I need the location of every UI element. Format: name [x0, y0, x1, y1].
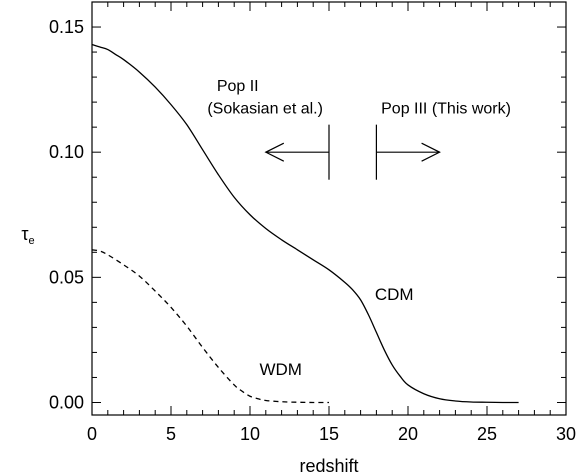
- x-tick-label: 5: [166, 424, 176, 444]
- series-line-wdm: [91, 249, 330, 404]
- series-line-cdm: [91, 43, 519, 404]
- x-axis-ticks: 0 5 10 15 20 25 30: [87, 2, 576, 444]
- y-axis-ticks: 0.00 0.05 0.10 0.15: [49, 17, 566, 412]
- arrow-layer: [264, 124, 441, 180]
- y-axis-title: τe: [21, 224, 34, 247]
- x-tick-label: 25: [477, 424, 497, 444]
- y-axis-title-main: τ: [21, 224, 28, 244]
- annotation-label: (Sokasian et al.): [207, 100, 323, 117]
- arrow-head-pop2: [264, 142, 285, 162]
- y-tick-label: 0.05: [49, 267, 84, 287]
- plot-frame: [91, 1, 567, 416]
- series-layer: [91, 43, 519, 404]
- x-tick-label: 10: [240, 424, 260, 444]
- x-tick-label: 15: [319, 424, 339, 444]
- series-label-cdm: CDM: [375, 285, 414, 304]
- series-label-wdm: WDM: [259, 360, 301, 379]
- y-tick-label: 0.00: [49, 392, 84, 412]
- y-axis-title-subscript: e: [29, 235, 35, 247]
- x-axis-title: redshift: [299, 456, 358, 476]
- x-tick-label: 30: [556, 424, 576, 444]
- y-tick-label: 0.15: [49, 17, 84, 37]
- x-tick-label: 0: [87, 424, 97, 444]
- annotation-label: Pop II: [217, 78, 259, 95]
- label-layer: Pop II (Sokasian et al.) Pop III (This wor…: [207, 78, 511, 379]
- y-tick-label: 0.10: [49, 142, 84, 162]
- annotation-label: Pop III (This work): [381, 100, 511, 117]
- x-tick-label: 20: [398, 424, 418, 444]
- arrow-head-pop3: [421, 142, 441, 162]
